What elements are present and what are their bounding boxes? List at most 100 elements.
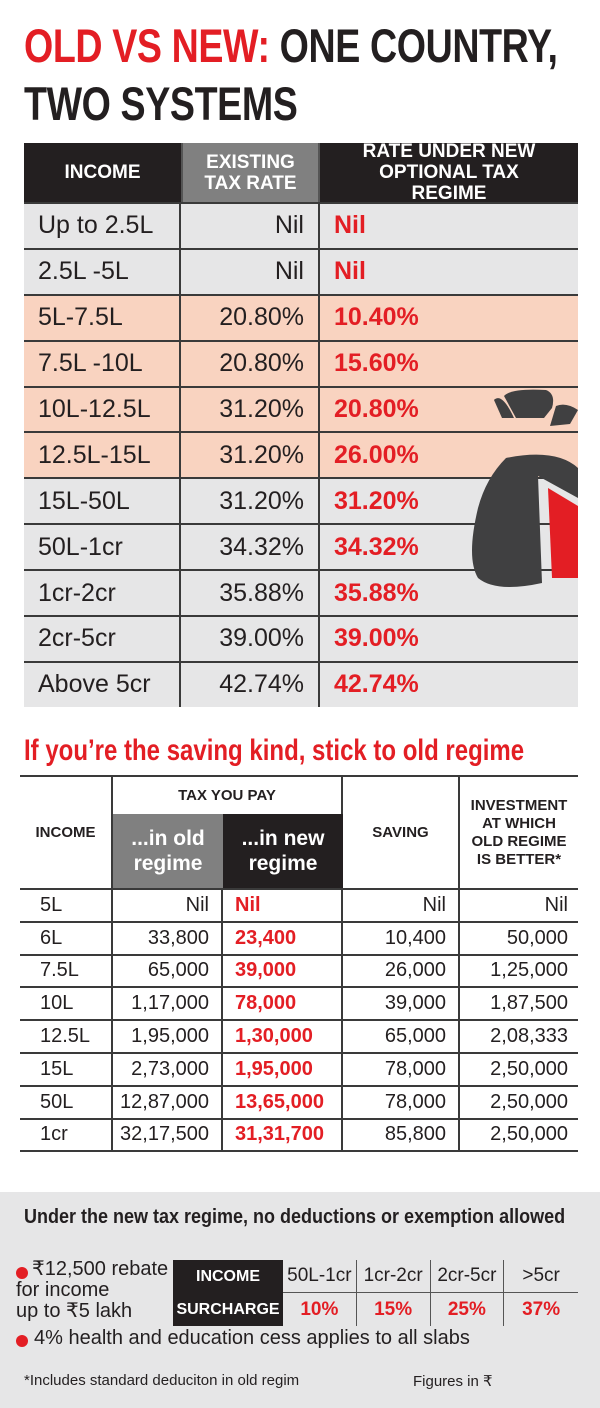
income-cell: 5L [20,890,113,921]
notes-title: Under the new tax regime, no deductions … [24,1206,566,1228]
income-cell: 12.5L [20,1021,113,1052]
old-regime-cell: 1,17,000 [113,988,223,1020]
header-investment: INVESTMENT AT WHICH OLD REGIME IS BETTER… [470,796,568,868]
income-label: INCOME [173,1260,283,1293]
income-cell: 15L-50L [24,479,181,524]
old-regime-cell: 12,87,000 [113,1086,223,1118]
income-cell: 10L-12.5L [24,387,181,432]
rebate-line: up to ₹5 lakh [16,1300,133,1322]
saving-cell: 26,000 [343,955,460,987]
surcharge-income-row: INCOME 50L-1cr 1cr-2cr 2cr-5cr >5cr [173,1260,578,1293]
income-cell: 7.5L -10L [24,341,181,386]
investment-cell: 1,25,000 [490,959,568,982]
new-regime-cell: 31,31,700 [223,1119,343,1151]
income-cell: 1cr [20,1119,113,1151]
table-row: 12.5L-15L 31.20% 26.00% [24,431,578,478]
new-regime-cell: 39,000 [223,955,343,987]
saving-cell: 65,000 [343,1021,460,1052]
section2-title: If you’re the saving kind, stick to old … [24,734,525,767]
new-rate-cell: 42.74% [334,670,419,699]
existing-rate-cell: 42.74% [181,662,320,707]
investment-cell: 2,50,000 [490,1123,568,1146]
income-cell: 6L [20,922,113,954]
header-existing: EXISTING TAX RATE [181,143,320,202]
saving-cell: 39,000 [343,988,460,1020]
saving-cell: 85,800 [343,1119,460,1151]
header-income: INCOME [24,143,181,202]
table-row: 2.5L -5L Nil Nil [24,247,578,294]
bullet-icon [16,1335,28,1347]
header-new: RATE UNDER NEW OPTIONAL TAX REGIME [320,141,578,204]
table-row: Above 5cr 42.74% 42.74% [24,660,578,707]
footnote: *Includes standard deduciton in old regi… [24,1372,300,1389]
new-regime-cell: 78,000 [223,988,343,1020]
saving-cell: Nil [343,890,460,921]
old-regime-cell: 2,73,000 [113,1053,223,1085]
existing-rate-cell: 39.00% [181,617,320,661]
old-regime-cell: 1,95,000 [113,1021,223,1052]
surcharge-income: 1cr-2cr [356,1260,431,1293]
income-cell: 12.5L-15L [24,433,181,478]
new-rate-cell: Nil [334,257,366,286]
tax-rate-table-header: INCOME EXISTING TAX RATE RATE UNDER NEW … [24,141,578,204]
tax-comparison-body: 5L Nil Nil Nil Nil 6L 33,800 23,400 10,400 50,000… [20,890,578,1153]
header-saving: SAVING [343,777,460,888]
income-cell: Above 5cr [24,662,181,707]
new-regime-cell: 23,400 [223,922,343,954]
header-old-regime: ...in old regime [113,814,223,888]
table-row: 6L 33,800 23,400 10,400 50,000 [20,922,578,956]
header-income: INCOME [20,777,113,888]
old-regime-cell: 65,000 [113,955,223,987]
table-row: Up to 2.5L Nil Nil [24,202,578,248]
new-regime-cell: Nil [223,890,343,921]
saving-cell: 10,400 [343,922,460,954]
existing-rate-cell: 35.88% [181,571,320,616]
money-bag-icon [472,389,578,587]
investment-cell: 2,50,000 [490,1090,568,1113]
new-regime-cell: 1,30,000 [223,1021,343,1052]
existing-rate-cell: 31.20% [181,387,320,432]
surcharge-rate: 10% [283,1293,357,1326]
income-cell: 10L [20,988,113,1020]
old-regime-cell: 33,800 [113,922,223,954]
surcharge-income: >5cr [504,1260,578,1293]
existing-rate-cell: 31.20% [181,479,320,524]
surcharge-label: SURCHARGE [173,1293,283,1326]
rebate-note: ₹12,500 rebate for income up to ₹5 lakh [16,1259,168,1322]
new-rate-cell: 39.00% [334,624,419,653]
header-new-regime: ...in new regime [223,814,343,888]
cess-note: 4% health and education cess applies to … [34,1327,470,1349]
table-row: 1cr 32,17,500 31,31,700 85,800 2,50,000 [20,1119,578,1153]
bullet-icon [16,1267,28,1279]
surcharge-table: INCOME 50L-1cr 1cr-2cr 2cr-5cr >5cr SURC… [173,1260,578,1326]
table-row: 10L-12.5L 31.20% 20.80% [24,385,578,432]
tax-rate-table-body: Up to 2.5L Nil Nil 2.5L -5L Nil Nil 5L-7.5L 20.… [24,202,578,707]
new-rate-cell: 35.88% [334,578,419,607]
headline-black: ONE COUNTRY, [279,19,558,72]
old-regime-cell: Nil [113,890,223,921]
headline-line2: TWO SYSTEMS [24,77,298,130]
investment-cell: Nil [544,893,568,916]
new-rate-cell: 26.00% [334,440,419,469]
existing-rate-cell: Nil [181,204,320,248]
table-row: 15L 2,73,000 1,95,000 78,000 2,50,000 [20,1053,578,1087]
headline-line1: OLD VS NEW: ONE COUNTRY, [24,22,558,69]
new-regime-cell: 13,65,000 [223,1086,343,1118]
surcharge-income: 50L-1cr [283,1260,357,1293]
saving-cell: 78,000 [343,1053,460,1085]
existing-rate-cell: 34.32% [181,525,320,570]
surcharge-rate-row: SURCHARGE 10% 15% 25% 37% [173,1293,578,1326]
table-row: 7.5L -10L 20.80% 15.60% [24,339,578,386]
investment-cell: 50,000 [506,926,568,949]
income-cell: 7.5L [20,955,113,987]
tax-rate-table: INCOME EXISTING TAX RATE RATE UNDER NEW … [24,141,578,707]
new-rate-cell: 31.20% [334,486,419,515]
old-regime-cell: 32,17,500 [113,1119,223,1151]
income-cell: 2cr-5cr [24,617,181,661]
new-rate-cell: 15.60% [334,349,419,378]
table-row: 7.5L 65,000 39,000 26,000 1,25,000 [20,955,578,989]
existing-rate-cell: 20.80% [181,341,320,386]
income-cell: 50L-1cr [24,525,181,570]
saving-cell: 78,000 [343,1086,460,1118]
investment-cell: 1,87,500 [490,992,568,1015]
